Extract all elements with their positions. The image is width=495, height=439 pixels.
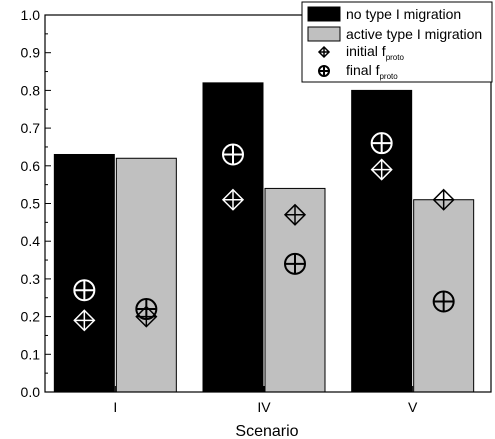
legend-marker bbox=[318, 65, 330, 77]
markers-layer bbox=[73, 132, 455, 332]
bar-active-migration bbox=[115, 157, 177, 393]
final-fproto-marker bbox=[135, 298, 158, 321]
x-axis: I IV V bbox=[113, 386, 418, 415]
initial-fproto-marker bbox=[221, 188, 245, 211]
x-tick-label: I bbox=[113, 399, 117, 415]
legend-swatch bbox=[307, 6, 341, 22]
y-tick-label: 0.7 bbox=[21, 120, 41, 136]
y-tick-label: 0.9 bbox=[21, 45, 41, 61]
y-tick-label: 0.0 bbox=[21, 384, 41, 400]
initial-fproto-marker bbox=[370, 158, 393, 181]
x-tick-label: V bbox=[408, 399, 418, 415]
bar-no-migration bbox=[53, 153, 115, 393]
initial-fproto-marker bbox=[73, 309, 96, 332]
initial-fproto-marker bbox=[283, 203, 307, 226]
y-tick-label: 0.3 bbox=[21, 271, 41, 287]
legend-swatch bbox=[307, 26, 341, 42]
y-tick-label: 0.6 bbox=[21, 158, 41, 174]
bars-layer bbox=[53, 82, 475, 393]
y-axis: 0.0 0.1 0.2 0.3 0.4 0.5 0.6 0.7 0.8 0.9 1.0 bbox=[21, 7, 51, 400]
bar-no-migration bbox=[202, 82, 264, 393]
x-axis-title: Scenario bbox=[235, 423, 298, 439]
legend: no type I migration active type I migrati… bbox=[301, 1, 493, 83]
final-fproto-marker bbox=[432, 290, 455, 313]
y-tick-label: 0.8 bbox=[21, 82, 41, 98]
y-tick-label: 1.0 bbox=[21, 7, 41, 23]
legend-label: no type I migration bbox=[346, 6, 461, 22]
y-tick-label: 0.5 bbox=[21, 196, 41, 212]
final-fproto-marker bbox=[284, 252, 306, 275]
final-fproto-marker bbox=[370, 132, 393, 155]
y-tick-label: 0.2 bbox=[21, 309, 41, 325]
final-fproto-marker bbox=[73, 279, 96, 302]
y-tick-label: 0.4 bbox=[21, 233, 41, 249]
x-tick-label: IV bbox=[257, 399, 271, 415]
initial-fproto-marker bbox=[432, 188, 455, 211]
legend-label: active type I migration bbox=[346, 26, 482, 42]
legend-marker bbox=[317, 45, 331, 59]
y-tick-label: 0.1 bbox=[21, 346, 41, 362]
final-fproto-marker bbox=[222, 143, 244, 166]
